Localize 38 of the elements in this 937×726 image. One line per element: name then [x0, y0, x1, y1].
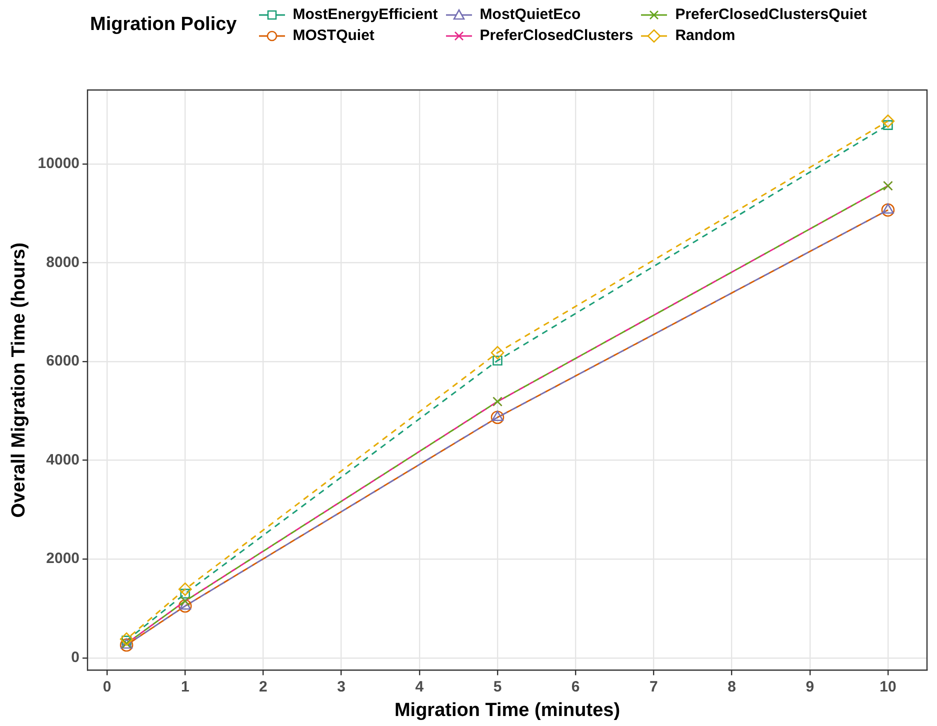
x-tick-label: 6	[571, 678, 580, 696]
y-tick-label: 4000	[46, 451, 80, 468]
x-tick-label: 8	[728, 678, 736, 696]
x-tick-label: 5	[493, 678, 502, 696]
legend-label: MostEnergyEfficient	[292, 6, 438, 23]
point	[490, 346, 504, 360]
point	[882, 203, 894, 214]
y-tick-label: 10000	[38, 155, 80, 172]
x-tick-label: 10	[880, 678, 896, 696]
point	[881, 114, 895, 128]
point	[178, 599, 192, 613]
y-tick-label: 8000	[46, 254, 80, 271]
y-tick-label: 6000	[46, 352, 80, 370]
point	[492, 356, 502, 366]
y-axis-title: Overall Migration Time (hours)	[8, 242, 30, 518]
point	[881, 203, 895, 217]
legend-label: MostQuietEco	[480, 6, 581, 23]
x-tick-label: 2	[259, 678, 268, 696]
x-tick-label: 9	[806, 678, 814, 696]
point	[120, 632, 134, 646]
point	[179, 599, 191, 610]
x-axis-title: Migration Time (minutes)	[394, 700, 620, 721]
legend-label: MOSTQuiet	[292, 27, 374, 44]
x-tick-label: 4	[415, 678, 424, 696]
legend-title: Migration Policy	[90, 14, 237, 36]
x-tick-label: 0	[102, 678, 112, 696]
point	[492, 410, 504, 422]
point	[490, 410, 504, 424]
x-tick-label: 1	[180, 678, 190, 696]
legend-label: PreferClosedClustersQuiet	[675, 6, 867, 23]
x-tick-label: 7	[650, 678, 658, 696]
legend-label: Random	[675, 27, 736, 44]
x-tick-label: 3	[337, 678, 346, 696]
point	[178, 582, 192, 596]
legend-label: PreferClosedClusters	[480, 27, 634, 44]
y-tick-label: 0	[71, 648, 80, 666]
point	[120, 638, 134, 652]
y-tick-label: 2000	[46, 550, 80, 568]
